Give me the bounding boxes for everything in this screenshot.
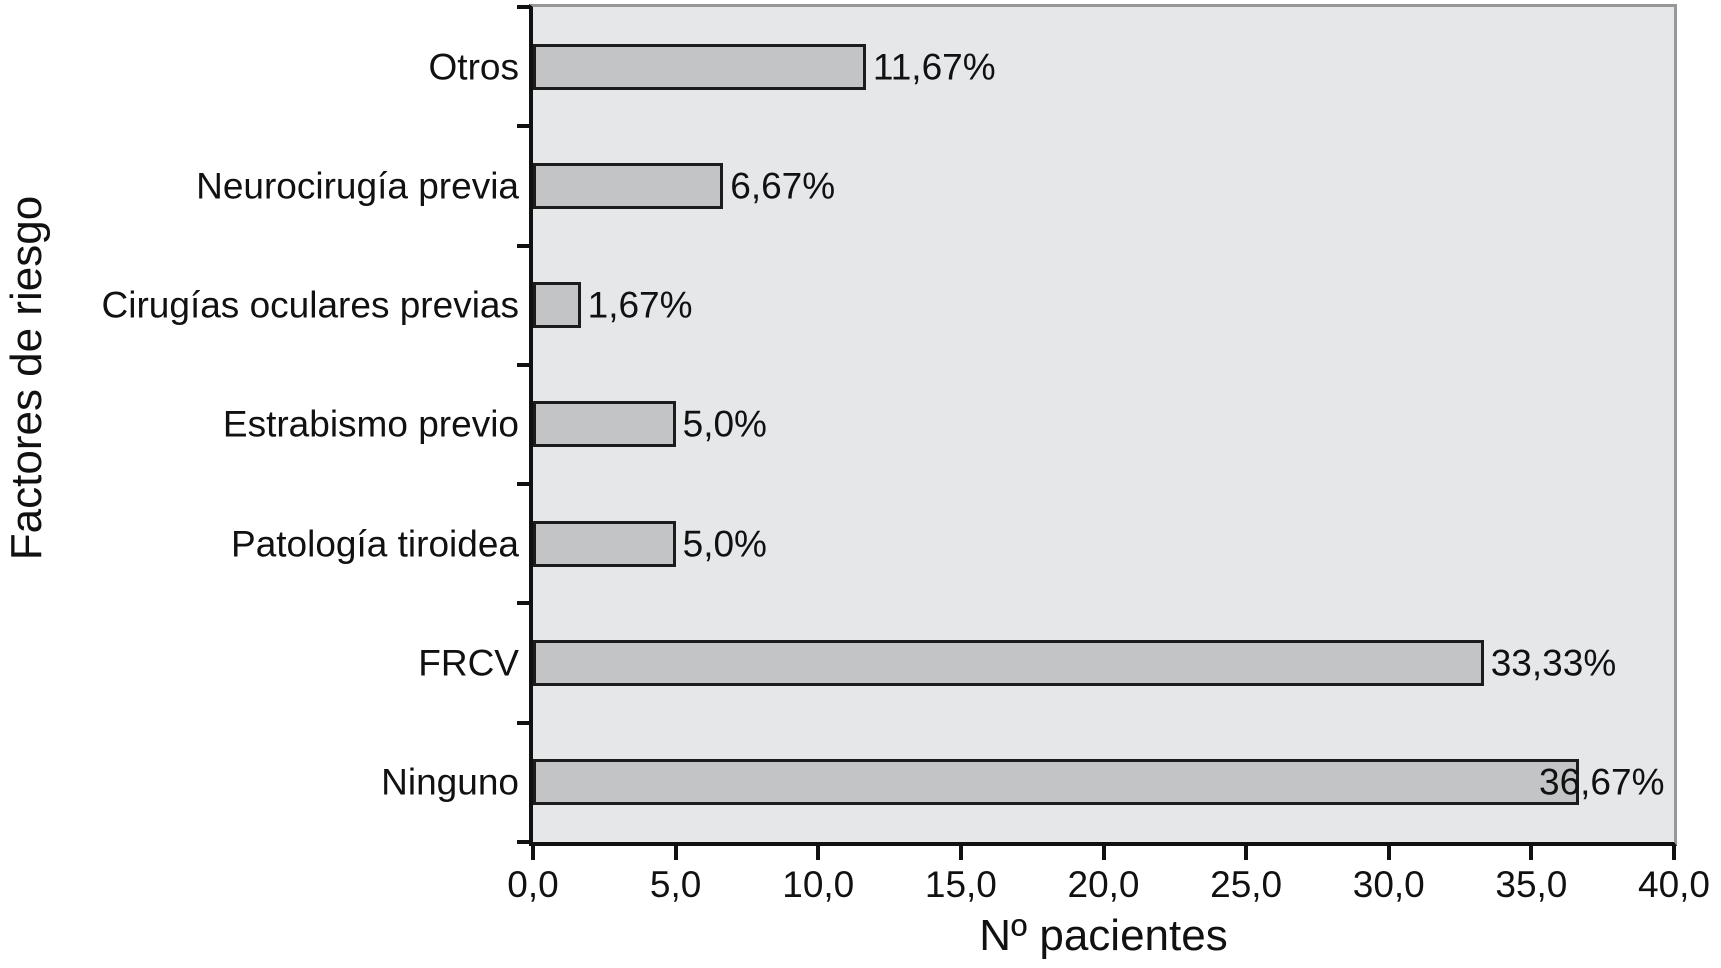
category-label: Neurocirugía previa xyxy=(196,165,519,207)
category-label: Estrabismo previo xyxy=(222,403,519,445)
x-axis-tick xyxy=(1101,846,1106,860)
x-axis-tick xyxy=(1672,846,1676,860)
category-label: Ninguno xyxy=(381,761,519,803)
bar-row: Patología tiroidea 5,0% xyxy=(231,484,1674,603)
x-axis-tick xyxy=(816,846,821,860)
y-axis-tick xyxy=(517,601,529,606)
bar-row: Estrabismo previo 5,0% xyxy=(223,365,1674,484)
bar-value-label: 6,67% xyxy=(730,165,836,207)
y-axis-tick xyxy=(517,840,529,844)
bar-row: Ninguno 36,67% xyxy=(381,723,1674,842)
bar-value-label: 5,0% xyxy=(682,523,767,565)
bar xyxy=(533,759,1579,806)
bar xyxy=(533,640,1484,687)
x-axis-tick-label: 5,0 xyxy=(649,864,702,905)
x-axis-tick-label: 40,0 xyxy=(1637,864,1711,905)
x-axis-tick-label: 30,0 xyxy=(1352,864,1425,905)
bar-row: Otros 11,67% xyxy=(429,7,1674,126)
bar-value-label: 36,67% xyxy=(1539,761,1665,803)
x-axis-tick-label: 35,0 xyxy=(1495,864,1568,905)
category-label: FRCV xyxy=(418,642,519,684)
bar-value-label: 11,67% xyxy=(872,46,996,88)
category-label: Cirugías oculares previas xyxy=(101,284,519,326)
category-label: Otros xyxy=(428,46,519,88)
category-label: Patología tiroidea xyxy=(231,523,519,565)
y-axis-tick xyxy=(517,243,529,248)
bar xyxy=(533,520,676,567)
y-axis-title: Factores de riesgo xyxy=(2,195,51,561)
x-axis-tick-label: 10,0 xyxy=(782,864,855,905)
plot-area: Otros 11,67% Neurocirugía previa 6,67% Cirug… xyxy=(102,4,1710,958)
bar xyxy=(533,43,866,90)
bar-value-label: 5,0% xyxy=(682,403,767,445)
bar-value-label: 1,67% xyxy=(587,284,693,326)
y-axis-tick xyxy=(517,5,529,9)
bar-row: FRCV 33,33% xyxy=(418,603,1674,722)
x-axis-tick-label: 20,0 xyxy=(1067,864,1140,905)
y-axis-tick xyxy=(517,362,529,367)
x-axis-tick xyxy=(1244,846,1249,860)
bar xyxy=(533,401,676,448)
y-axis-tick xyxy=(517,124,529,129)
y-axis-tick xyxy=(517,482,529,487)
x-axis-tick-label: 0,0 xyxy=(507,864,559,905)
bar-row: Cirugías oculares previas 1,67% xyxy=(102,246,1674,365)
x-axis-tick xyxy=(531,846,535,860)
x-axis-tick-label: 25,0 xyxy=(1210,864,1283,905)
x-axis-tick xyxy=(1529,846,1534,860)
x-axis-tick xyxy=(673,846,678,860)
x-axis-tick xyxy=(958,846,963,860)
bar-row: Neurocirugía previa 6,67% xyxy=(196,126,1674,245)
x-axis-title: Nº pacientes xyxy=(979,911,1228,960)
bar xyxy=(533,282,581,329)
y-axis-tick xyxy=(517,720,529,725)
x-axis-tick-label: 15,0 xyxy=(924,864,997,905)
x-axis-tick xyxy=(1386,846,1391,860)
bar-value-label: 33,33% xyxy=(1490,642,1617,684)
bar xyxy=(533,162,724,209)
